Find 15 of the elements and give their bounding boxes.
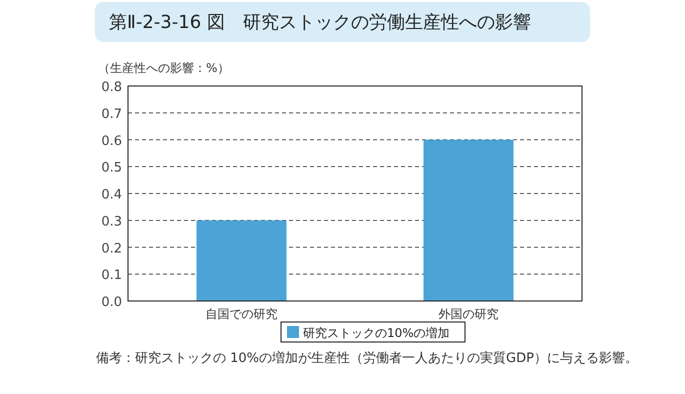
chart-title: 第Ⅱ-2-3-16 図 研究ストックの労働生産性への影響 [95, 2, 590, 42]
y-tick-label: 0.7 [101, 106, 122, 122]
y-tick-label: 0.1 [101, 268, 122, 284]
y-tick-label: 0.3 [101, 214, 122, 230]
y-axis-title: （生産性への影響：%） [98, 61, 230, 75]
y-tick-label: 0.0 [101, 295, 122, 310]
y-tick-label: 0.2 [101, 241, 122, 256]
text: 備考：研究ストックの 10%の増加が生産性（労働者一人あたりの実質GDP）に与える影響。 [96, 350, 638, 367]
y-tick-label: 0.6 [101, 134, 122, 149]
x-tick-label: 外国の研究 [438, 307, 498, 321]
legend-label: 研究ストックの10%の増加 [303, 326, 450, 340]
y-tick-label: 0.5 [101, 160, 122, 176]
x-tick-label: 自国での研究 [206, 307, 278, 321]
y-tick-label: 0.4 [101, 188, 122, 202]
y-tick-label: 0.8 [101, 80, 122, 95]
